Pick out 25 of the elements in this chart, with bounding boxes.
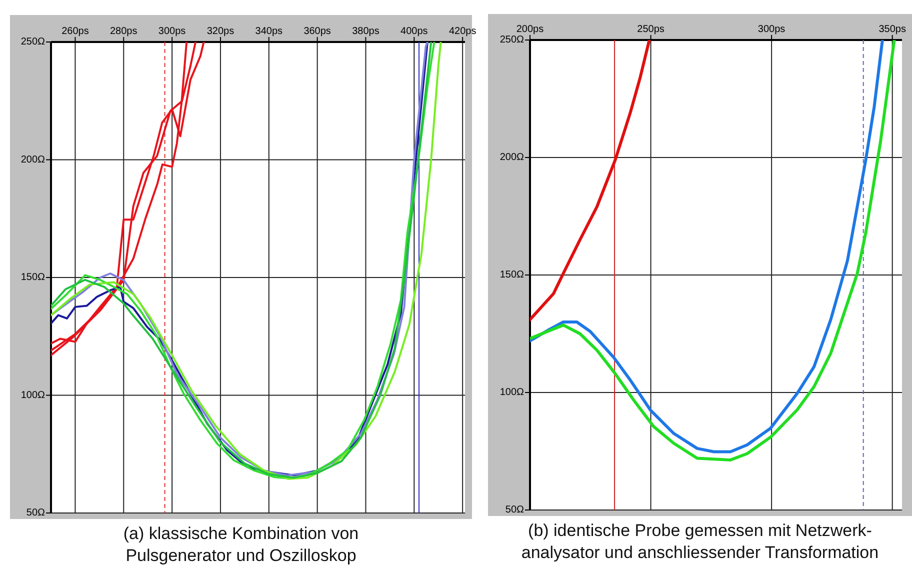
x-tick-label: 380ps bbox=[352, 26, 380, 37]
x-tick-label: 300ps bbox=[158, 26, 186, 37]
y-tick-label: 200Ω bbox=[500, 152, 525, 163]
y-tick-label: 200Ω bbox=[20, 154, 46, 166]
y-tick-label: 50Ω bbox=[26, 508, 46, 518]
y-tick-label: 250Ω bbox=[20, 36, 46, 48]
x-tick-label: 250ps bbox=[637, 24, 664, 35]
x-tick-label: 420ps bbox=[448, 26, 476, 37]
y-tick-label: 150Ω bbox=[500, 270, 525, 280]
x-tick-label: 260ps bbox=[62, 26, 89, 37]
x-tick-label: 280ps bbox=[110, 26, 138, 37]
x-tick-label: 320ps bbox=[206, 26, 234, 37]
x-tick-label: 400ps bbox=[400, 26, 428, 37]
y-tick-label: 150Ω bbox=[20, 272, 46, 283]
y-tick-label: 250Ω bbox=[500, 34, 525, 46]
y-tick-label: 100Ω bbox=[500, 387, 525, 398]
text: (a) klassische Kombination von Pulsgenerator und Oszilloskop bbox=[123, 524, 359, 565]
y-tick-label: 50Ω bbox=[505, 504, 525, 516]
text: (b) identische Probe gemessen mit Netzwerk- analysator und anschliessender Transformation bbox=[521, 521, 879, 562]
x-tick-label: 200ps bbox=[516, 24, 544, 35]
x-tick-label: 350ps bbox=[878, 24, 906, 35]
x-tick-label: 360ps bbox=[304, 26, 331, 37]
x-tick-label: 300ps bbox=[758, 24, 786, 35]
x-tick-label: 340ps bbox=[255, 26, 283, 37]
y-tick-label: 100Ω bbox=[20, 390, 46, 401]
